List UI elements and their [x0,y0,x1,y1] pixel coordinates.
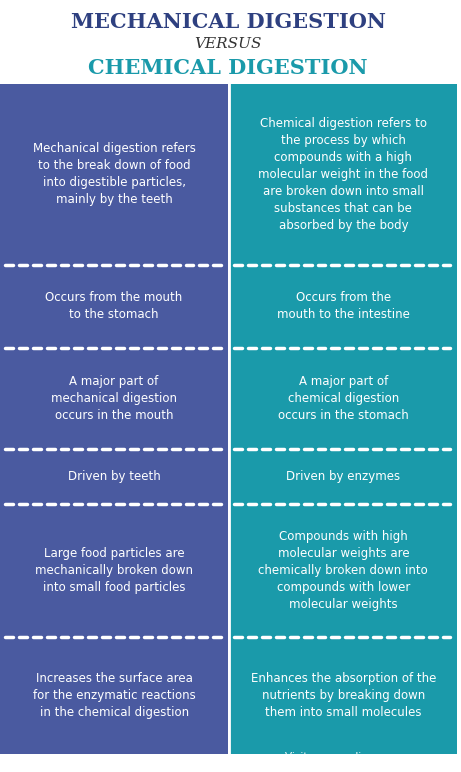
Text: Mechanical digestion refers
to the break down of food
into digestible particles,: Mechanical digestion refers to the break… [33,142,195,206]
Text: A major part of
mechanical digestion
occurs in the mouth: A major part of mechanical digestion occ… [51,374,177,422]
Bar [0,84,228,265]
Text: VERSUS: VERSUS [195,37,262,51]
Bar [0,265,228,347]
Bar [229,265,457,347]
Bar [0,504,228,637]
Text: Occurs from the
mouth to the intestine: Occurs from the mouth to the intestine [277,291,410,321]
Text: CHEMICAL DIGESTION: CHEMICAL DIGESTION [89,58,368,78]
Bar [0,347,228,449]
Bar [229,84,457,265]
Text: Increases the surface area
for the enzymatic reactions
in the chemical digestion: Increases the surface area for the enzym… [33,672,195,719]
Text: Large food particles are
mechanically broken down
into small food particles: Large food particles are mechanically br… [35,547,193,594]
Bar [229,504,457,637]
Text: Compounds with high
molecular weights are
chemically broken down into
compounds : Compounds with high molecular weights ar… [259,530,428,611]
Text: Occurs from the mouth
to the stomach: Occurs from the mouth to the stomach [46,291,183,321]
Bar [0,449,228,504]
Text: Driven by teeth: Driven by teeth [68,470,160,483]
Bar [0,637,228,754]
Bar [229,449,457,504]
Text: MECHANICAL DIGESTION: MECHANICAL DIGESTION [71,12,386,32]
Bar [229,347,457,449]
Text: A major part of
chemical digestion
occurs in the stomach: A major part of chemical digestion occur… [278,374,409,422]
Bar [229,637,457,754]
Text: Chemical digestion refers to
the process by which
compounds with a high
molecula: Chemical digestion refers to the process… [258,117,428,232]
Text: Visit www.pediaa.com: Visit www.pediaa.com [285,752,400,762]
Text: Driven by enzymes: Driven by enzymes [286,470,401,483]
Text: Enhances the absorption of the
nutrients by breaking down
them into small molecu: Enhances the absorption of the nutrients… [251,672,436,719]
